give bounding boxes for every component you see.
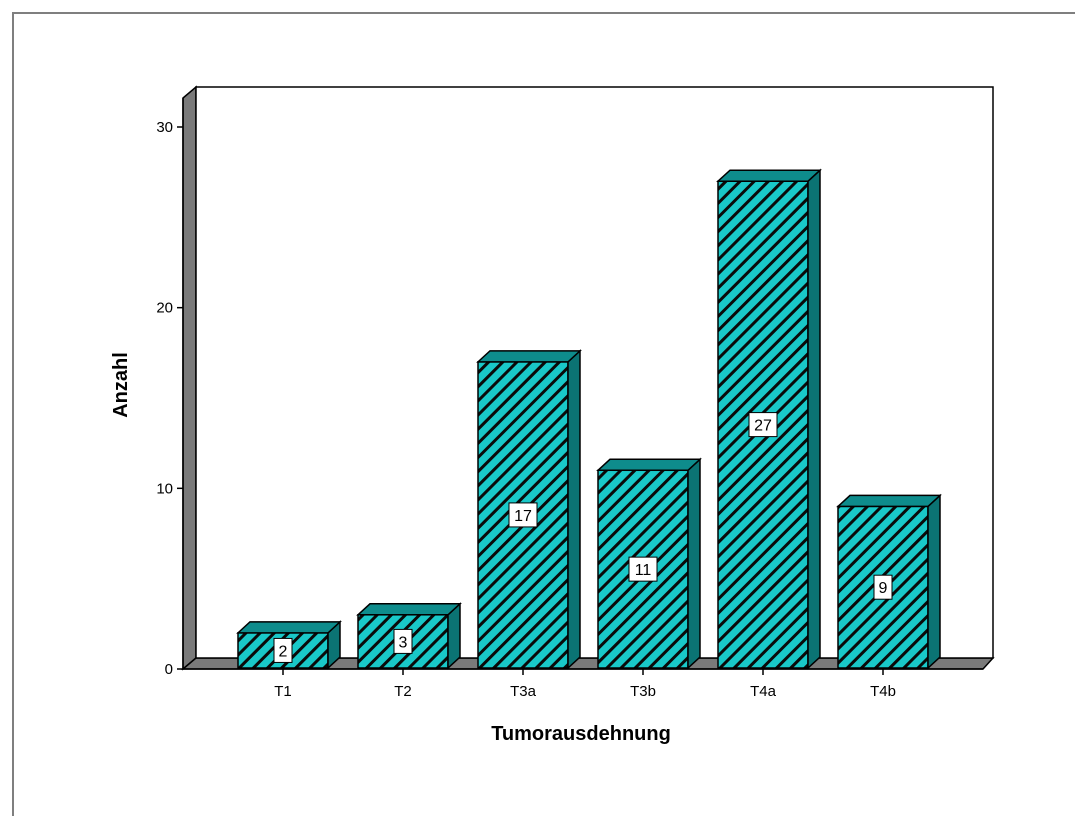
data-label-box — [393, 628, 413, 654]
bar-side-T3b — [687, 457, 701, 670]
bar-T2 — [356, 602, 462, 670]
data-label-box — [628, 556, 658, 582]
data-label-T1: 2 — [273, 637, 293, 663]
bar-T4a — [716, 168, 822, 670]
data-label-T2: 3 — [393, 628, 413, 654]
x-tick-label-T1: T1 — [274, 683, 292, 700]
x-tick-label-T3a: T3a — [510, 683, 537, 700]
data-label-text: 2 — [279, 643, 288, 660]
x-ticks-group: T1 T2 T3a T3b T4a T4b — [274, 669, 896, 700]
bar-side-T4b — [927, 493, 941, 670]
bar-top-T3b — [596, 458, 702, 472]
data-label-box — [508, 502, 538, 528]
bar-top-T2 — [356, 603, 462, 616]
plot-left-wall — [182, 85, 197, 671]
data-label-text: 3 — [399, 634, 408, 651]
bar-side-T4a — [807, 168, 821, 670]
bar-side-T3a — [567, 349, 581, 670]
y-ticks-group: 0 10 20 30 — [156, 119, 183, 678]
x-tick-label-T3b: T3b — [630, 683, 656, 700]
data-label-text: 17 — [514, 508, 532, 525]
y-tick-label-20: 20 — [156, 300, 173, 317]
data-label-box — [748, 412, 778, 438]
data-label-text: 11 — [635, 562, 652, 579]
bar-top-T4a — [716, 169, 822, 182]
y-tick-label-30: 30 — [156, 119, 173, 136]
data-label-box — [273, 637, 293, 663]
data-label-T3b: 11 — [628, 556, 658, 582]
bar-top-T4b — [836, 494, 942, 508]
y-tick-label-10: 10 — [156, 480, 173, 497]
x-tick-label-T4a: T4a — [750, 683, 777, 700]
x-tick-label-T4b: T4b — [870, 683, 896, 700]
data-label-text: 9 — [879, 580, 888, 597]
data-label-T4b: 9 — [873, 574, 893, 600]
data-label-box — [873, 574, 893, 600]
x-tick-label-T2: T2 — [394, 683, 412, 700]
data-label-T3a: 17 — [508, 502, 538, 528]
y-axis-title: Anzahl — [110, 352, 132, 418]
bar-top-T1 — [236, 621, 342, 634]
y-tick-label-0: 0 — [165, 661, 173, 678]
bar-T4b — [836, 493, 942, 670]
x-axis-title: Tumorausdehnung — [491, 723, 671, 745]
data-label-T4a: 27 — [748, 412, 778, 438]
bar-top-T3a — [476, 350, 582, 363]
data-label-text: 27 — [754, 418, 772, 435]
